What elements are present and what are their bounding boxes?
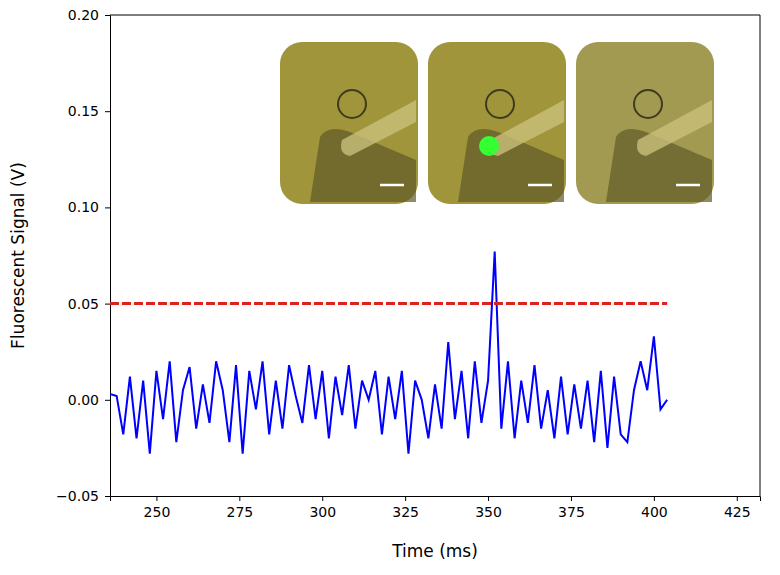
pipette bbox=[489, 100, 564, 156]
axis-line bbox=[111, 497, 761, 502]
cell-outline bbox=[634, 90, 662, 118]
inset-image bbox=[576, 42, 714, 204]
inset-background bbox=[280, 42, 418, 204]
inset-background bbox=[576, 42, 714, 204]
x-tick-label: 350 bbox=[475, 504, 502, 520]
plot-area: 250 275 300 325 350 375 400 425 −0.05 0.00 0.05 0.1… bbox=[56, 7, 760, 520]
x-tick-mark bbox=[488, 496, 489, 501]
signal-line bbox=[110, 252, 667, 454]
fluorescent-spot bbox=[479, 136, 499, 156]
x-tick: 425 bbox=[724, 496, 751, 520]
inset-background bbox=[428, 42, 566, 204]
x-tick: 300 bbox=[309, 496, 336, 520]
inset-image bbox=[428, 42, 566, 204]
pipette bbox=[341, 100, 416, 156]
x-tick: 400 bbox=[641, 496, 668, 520]
y-tick-mark bbox=[105, 207, 110, 208]
x-tick-label: 400 bbox=[641, 504, 668, 520]
x-tick-mark bbox=[571, 496, 572, 501]
y-axis: −0.05 0.00 0.05 0.10 0.15 0.20 bbox=[56, 7, 110, 504]
insets bbox=[280, 42, 714, 204]
y-tick-mark bbox=[105, 400, 110, 401]
scale-bar bbox=[676, 184, 700, 187]
chart: 250 275 300 325 350 375 400 425 −0.05 0.00 0.05 0.1… bbox=[0, 0, 780, 575]
y-tick-label: 0.15 bbox=[68, 103, 99, 119]
x-tick-label: 250 bbox=[144, 504, 171, 520]
x-axis: 250 275 300 325 350 375 400 425 bbox=[111, 496, 761, 520]
y-tick: −0.05 bbox=[56, 488, 110, 504]
y-tick-label: 0.20 bbox=[68, 7, 99, 23]
x-tick-label: 375 bbox=[558, 504, 585, 520]
axis-line bbox=[105, 16, 111, 497]
inset-image bbox=[280, 42, 418, 204]
x-tick-label: 275 bbox=[226, 504, 253, 520]
y-tick: 0.05 bbox=[68, 296, 110, 312]
y-tick-mark bbox=[105, 496, 110, 497]
y-tick-mark bbox=[105, 304, 110, 305]
x-tick-mark bbox=[156, 496, 157, 501]
x-tick: 350 bbox=[475, 496, 502, 520]
y-tick: 0.15 bbox=[68, 103, 110, 119]
x-tick-label: 425 bbox=[724, 504, 751, 520]
y-tick-label: 0.00 bbox=[68, 392, 99, 408]
x-tick-mark bbox=[654, 496, 655, 501]
scale-bar bbox=[380, 184, 404, 187]
y-tick-label: 0.10 bbox=[68, 199, 99, 215]
y-tick-mark bbox=[105, 15, 110, 16]
series-group bbox=[110, 252, 667, 454]
x-tick: 375 bbox=[558, 496, 585, 520]
cell-outline bbox=[338, 90, 366, 118]
y-tick-mark bbox=[105, 111, 110, 112]
x-tick-mark bbox=[322, 496, 323, 501]
frame bbox=[760, 15, 761, 496]
frame bbox=[110, 15, 760, 16]
x-tick-mark bbox=[737, 496, 738, 501]
scale-bar bbox=[528, 184, 552, 187]
pipette bbox=[637, 100, 712, 156]
x-tick: 275 bbox=[226, 496, 253, 520]
x-tick-label: 325 bbox=[392, 504, 419, 520]
y-tick-label: 0.05 bbox=[68, 296, 99, 312]
y-tick: 0.00 bbox=[68, 392, 110, 408]
x-tick-label: 300 bbox=[309, 504, 336, 520]
y-axis-title: Fluorescent Signal (V) bbox=[8, 162, 28, 349]
x-tick: 325 bbox=[392, 496, 419, 520]
y-tick: 0.20 bbox=[68, 7, 110, 23]
threshold-line bbox=[110, 302, 667, 305]
y-tick: 0.10 bbox=[68, 199, 110, 215]
y-tick-label: −0.05 bbox=[56, 488, 99, 504]
x-tick-mark bbox=[239, 496, 240, 501]
x-axis-title: Time (ms) bbox=[391, 541, 478, 561]
cell-outline bbox=[486, 90, 514, 118]
x-tick: 250 bbox=[144, 496, 171, 520]
x-tick-mark bbox=[405, 496, 406, 501]
